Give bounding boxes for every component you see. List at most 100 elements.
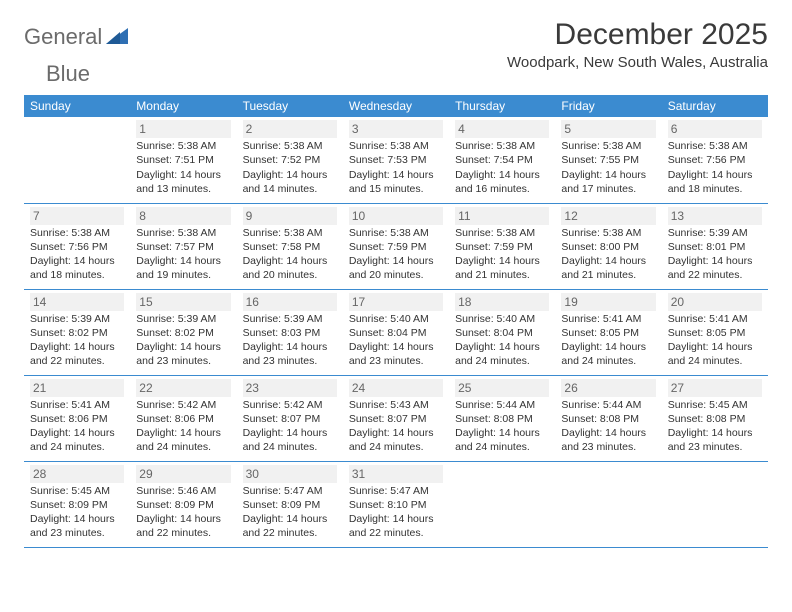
day-number: 30: [243, 465, 337, 483]
daylight-text: and 24 minutes.: [243, 440, 337, 454]
daylight-text: Daylight: 14 hours: [561, 340, 655, 354]
calendar-row: 1Sunrise: 5:38 AMSunset: 7:51 PMDaylight…: [24, 117, 768, 203]
calendar-cell: 17Sunrise: 5:40 AMSunset: 8:04 PMDayligh…: [343, 289, 449, 375]
daylight-text: Daylight: 14 hours: [349, 426, 443, 440]
daylight-text: Daylight: 14 hours: [30, 512, 124, 526]
calendar-cell: 28Sunrise: 5:45 AMSunset: 8:09 PMDayligh…: [24, 461, 130, 547]
sunset-text: Sunset: 7:56 PM: [30, 240, 124, 254]
logo-word1: General: [24, 24, 102, 50]
month-title: December 2025: [507, 18, 768, 52]
daylight-text: and 20 minutes.: [349, 268, 443, 282]
daylight-text: and 22 minutes.: [668, 268, 762, 282]
day-number: 29: [136, 465, 230, 483]
sunrise-text: Sunrise: 5:38 AM: [561, 139, 655, 153]
day-number: 22: [136, 379, 230, 397]
day-number: 17: [349, 293, 443, 311]
logo-triangle-icon: [106, 26, 128, 49]
sunset-text: Sunset: 7:58 PM: [243, 240, 337, 254]
calendar-cell: 18Sunrise: 5:40 AMSunset: 8:04 PMDayligh…: [449, 289, 555, 375]
calendar-page: General December 2025 Woodpark, New Sout…: [0, 0, 792, 566]
sunrise-text: Sunrise: 5:42 AM: [243, 398, 337, 412]
daylight-text: and 19 minutes.: [136, 268, 230, 282]
day-number: 27: [668, 379, 762, 397]
day-number: 21: [30, 379, 124, 397]
calendar-cell: 27Sunrise: 5:45 AMSunset: 8:08 PMDayligh…: [662, 375, 768, 461]
calendar-cell: 10Sunrise: 5:38 AMSunset: 7:59 PMDayligh…: [343, 203, 449, 289]
logo: General: [24, 24, 130, 50]
calendar-cell: 4Sunrise: 5:38 AMSunset: 7:54 PMDaylight…: [449, 117, 555, 203]
daylight-text: Daylight: 14 hours: [455, 168, 549, 182]
day-number: 9: [243, 207, 337, 225]
daylight-text: and 23 minutes.: [136, 354, 230, 368]
daylight-text: and 21 minutes.: [561, 268, 655, 282]
sunset-text: Sunset: 8:04 PM: [349, 326, 443, 340]
calendar-cell: 19Sunrise: 5:41 AMSunset: 8:05 PMDayligh…: [555, 289, 661, 375]
day-number: 15: [136, 293, 230, 311]
sunrise-text: Sunrise: 5:45 AM: [668, 398, 762, 412]
daylight-text: Daylight: 14 hours: [243, 512, 337, 526]
daylight-text: Daylight: 14 hours: [30, 426, 124, 440]
daylight-text: Daylight: 14 hours: [455, 426, 549, 440]
sunset-text: Sunset: 8:04 PM: [455, 326, 549, 340]
day-number: 16: [243, 293, 337, 311]
daylight-text: and 24 minutes.: [349, 440, 443, 454]
weekday-header: Friday: [555, 95, 661, 117]
calendar-cell: 16Sunrise: 5:39 AMSunset: 8:03 PMDayligh…: [237, 289, 343, 375]
sunset-text: Sunset: 7:55 PM: [561, 153, 655, 167]
calendar-row: 14Sunrise: 5:39 AMSunset: 8:02 PMDayligh…: [24, 289, 768, 375]
daylight-text: Daylight: 14 hours: [136, 512, 230, 526]
sunrise-text: Sunrise: 5:38 AM: [455, 139, 549, 153]
sunset-text: Sunset: 7:54 PM: [455, 153, 549, 167]
day-number: 23: [243, 379, 337, 397]
sunset-text: Sunset: 8:06 PM: [30, 412, 124, 426]
calendar-cell: 22Sunrise: 5:42 AMSunset: 8:06 PMDayligh…: [130, 375, 236, 461]
daylight-text: Daylight: 14 hours: [561, 254, 655, 268]
weekday-header: Tuesday: [237, 95, 343, 117]
calendar-cell: 30Sunrise: 5:47 AMSunset: 8:09 PMDayligh…: [237, 461, 343, 547]
day-number: 13: [668, 207, 762, 225]
daylight-text: and 24 minutes.: [455, 440, 549, 454]
sunrise-text: Sunrise: 5:45 AM: [30, 484, 124, 498]
daylight-text: Daylight: 14 hours: [455, 254, 549, 268]
sunset-text: Sunset: 8:06 PM: [136, 412, 230, 426]
sunset-text: Sunset: 8:05 PM: [668, 326, 762, 340]
daylight-text: Daylight: 14 hours: [349, 168, 443, 182]
calendar-cell: [24, 117, 130, 203]
sunrise-text: Sunrise: 5:38 AM: [136, 226, 230, 240]
daylight-text: and 24 minutes.: [561, 354, 655, 368]
daylight-text: and 23 minutes.: [349, 354, 443, 368]
sunset-text: Sunset: 7:51 PM: [136, 153, 230, 167]
daylight-text: Daylight: 14 hours: [668, 168, 762, 182]
sunrise-text: Sunrise: 5:43 AM: [349, 398, 443, 412]
daylight-text: Daylight: 14 hours: [668, 254, 762, 268]
calendar-cell: 25Sunrise: 5:44 AMSunset: 8:08 PMDayligh…: [449, 375, 555, 461]
calendar-cell: 21Sunrise: 5:41 AMSunset: 8:06 PMDayligh…: [24, 375, 130, 461]
sunset-text: Sunset: 8:08 PM: [668, 412, 762, 426]
sunset-text: Sunset: 7:57 PM: [136, 240, 230, 254]
daylight-text: and 21 minutes.: [455, 268, 549, 282]
sunrise-text: Sunrise: 5:39 AM: [136, 312, 230, 326]
sunset-text: Sunset: 7:59 PM: [455, 240, 549, 254]
sunset-text: Sunset: 7:56 PM: [668, 153, 762, 167]
daylight-text: Daylight: 14 hours: [455, 340, 549, 354]
daylight-text: Daylight: 14 hours: [243, 254, 337, 268]
daylight-text: Daylight: 14 hours: [136, 426, 230, 440]
calendar-cell: 8Sunrise: 5:38 AMSunset: 7:57 PMDaylight…: [130, 203, 236, 289]
calendar-cell: 14Sunrise: 5:39 AMSunset: 8:02 PMDayligh…: [24, 289, 130, 375]
daylight-text: Daylight: 14 hours: [243, 340, 337, 354]
daylight-text: and 23 minutes.: [243, 354, 337, 368]
sunrise-text: Sunrise: 5:38 AM: [136, 139, 230, 153]
daylight-text: Daylight: 14 hours: [30, 254, 124, 268]
daylight-text: Daylight: 14 hours: [349, 340, 443, 354]
daylight-text: and 24 minutes.: [30, 440, 124, 454]
sunrise-text: Sunrise: 5:38 AM: [455, 226, 549, 240]
calendar-cell: 5Sunrise: 5:38 AMSunset: 7:55 PMDaylight…: [555, 117, 661, 203]
daylight-text: Daylight: 14 hours: [668, 340, 762, 354]
daylight-text: and 16 minutes.: [455, 182, 549, 196]
daylight-text: and 22 minutes.: [349, 526, 443, 540]
sunrise-text: Sunrise: 5:40 AM: [455, 312, 549, 326]
day-number: 2: [243, 120, 337, 138]
daylight-text: and 23 minutes.: [668, 440, 762, 454]
calendar-cell: 6Sunrise: 5:38 AMSunset: 7:56 PMDaylight…: [662, 117, 768, 203]
sunrise-text: Sunrise: 5:38 AM: [30, 226, 124, 240]
